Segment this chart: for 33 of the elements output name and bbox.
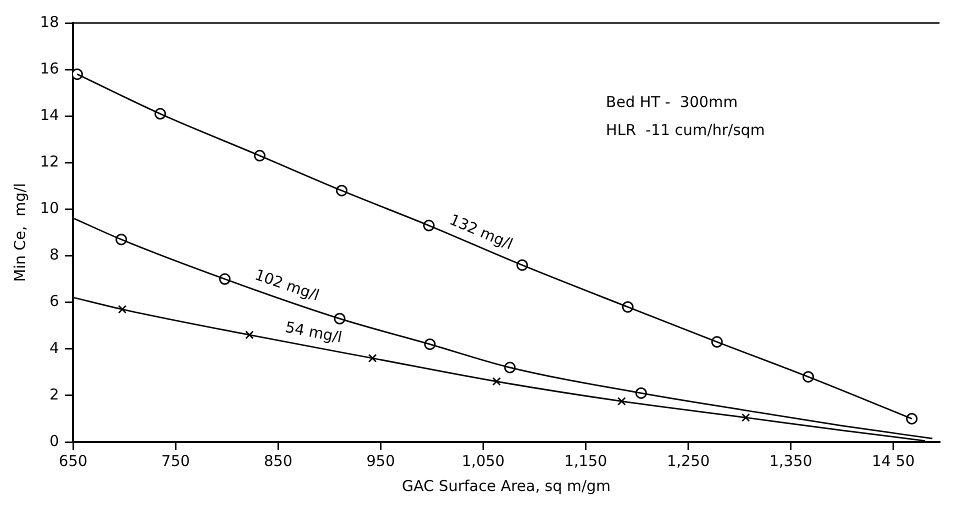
x-tick-label: 1,250 (666, 452, 710, 470)
annotation: Bed HT - 300mm (606, 92, 738, 111)
y-tick-label: 8 (50, 246, 60, 264)
point (741, 413, 750, 422)
point (368, 354, 377, 362)
point (906, 412, 918, 424)
x-tick-label: 850 (264, 452, 292, 470)
point (617, 396, 626, 406)
y-axis-title: Min Ce, mg/l (10, 183, 29, 282)
x-tick-label: 650 (58, 452, 88, 470)
y-tick-label: 18 (40, 12, 60, 31)
x-tick-label: 1,050 (462, 452, 505, 470)
text: 132 mg/l (446, 210, 516, 254)
y-tick-label: 10 (40, 199, 60, 218)
point (118, 305, 127, 314)
text: 102 mg/l (252, 266, 322, 304)
y-tick-label: 6 (50, 292, 60, 310)
x-tick-label: 14 50 (872, 452, 915, 470)
point (245, 330, 254, 340)
x-tick-label: 950 (366, 452, 396, 470)
x-tick-label: 750 (161, 452, 190, 470)
y-tick-label: 16 (40, 59, 60, 78)
text: 54 mg/l (284, 318, 344, 346)
x-tick-label: 1,150 (564, 452, 608, 470)
y-tick-label: 4 (50, 338, 60, 357)
y-tick-label: 14 (40, 106, 60, 124)
y-tick-label: 0 (50, 432, 60, 450)
x-tick-label: 1,350 (769, 452, 812, 470)
y-tick-label: 2 (50, 385, 60, 404)
annotation: HLR -11 cum/hr/sqm (606, 120, 765, 139)
point (492, 377, 501, 386)
y-tick-label: 12 (40, 152, 60, 171)
x-axis-title: GAC Surface Area, sq m/gm (402, 476, 611, 495)
